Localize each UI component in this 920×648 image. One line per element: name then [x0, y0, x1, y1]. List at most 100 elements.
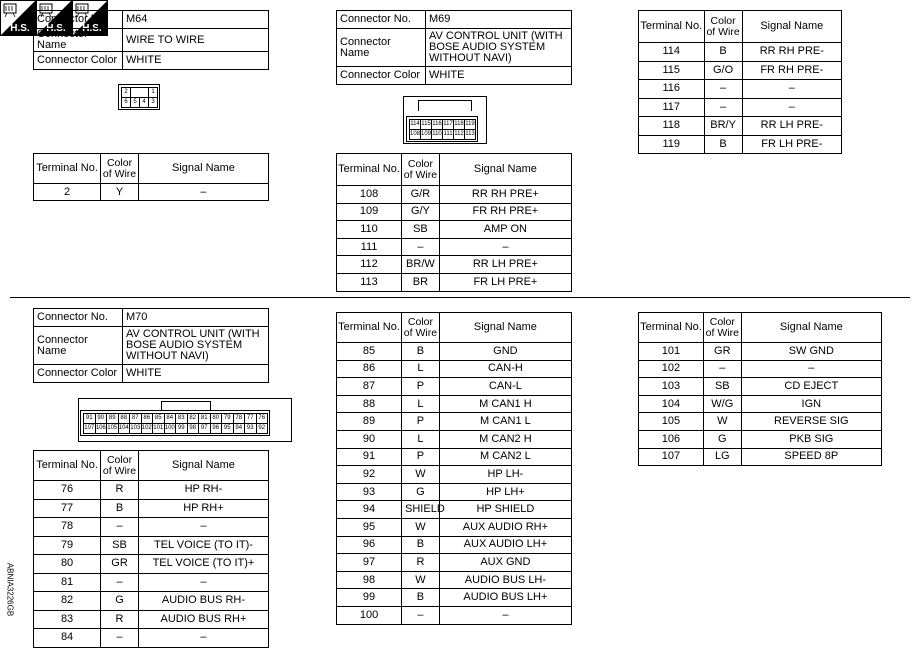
pin: 113: [464, 129, 476, 140]
signal-name: RR RH PRE-: [741, 42, 843, 62]
terminal-no: 85: [335, 342, 403, 361]
terminal-row: 97 R AUX GND: [335, 553, 573, 572]
info-label: Connector Color: [33, 51, 123, 70]
connector-housing: [78, 398, 292, 442]
terminal-no: 84: [32, 628, 102, 648]
terminal-row: 110 SB AMP ON: [335, 220, 573, 239]
wire-color: –: [702, 359, 742, 379]
signal-name: –: [740, 359, 883, 379]
signal-name: M CAN1 H: [438, 394, 573, 414]
terminal-no: 99: [335, 588, 403, 607]
pin: 92: [255, 423, 268, 434]
info-row: Connector Color WHITE: [33, 51, 269, 70]
wire-color: SB: [401, 220, 440, 239]
terminal-row: 118 BR/Y RR LH PRE-: [638, 116, 843, 136]
terminal-row: 115 G/O FR RH PRE-: [638, 60, 843, 80]
terminal-row: 85 B GND: [335, 342, 573, 361]
terminal-row: 86 L CAN-H: [335, 359, 573, 379]
info-row: Connector Color WHITE: [336, 66, 572, 85]
terminal-no: 2: [32, 183, 102, 201]
wire-color: G: [100, 591, 139, 611]
signal-name: –: [438, 605, 573, 625]
wire-color: –: [401, 605, 440, 625]
terminal-no: 104: [638, 394, 704, 414]
terminal-no: 90: [335, 429, 403, 449]
terminal-row: 80 GR TEL VOICE (TO IT)+: [32, 554, 270, 574]
wire-color: B: [703, 42, 743, 62]
terminal-no: 103: [638, 377, 704, 396]
column-header: Terminal No.: [638, 312, 704, 343]
wire-color: G/O: [703, 60, 743, 80]
terminal-row: 81– –: [32, 572, 270, 592]
column-header: Signal Name: [137, 153, 270, 184]
terminal-no: 112: [335, 255, 403, 274]
wire-color: W: [401, 570, 440, 590]
icon-plug-lines: [76, 6, 88, 18]
terminal-row: 113 BR FR LH PRE+: [335, 272, 573, 292]
signal-name: TEL VOICE (TO IT)+: [137, 554, 270, 574]
header-row: Terminal No. Color of Wire Signal Name: [32, 450, 270, 481]
column-header: Terminal No.: [32, 450, 102, 481]
connector-lock: [161, 401, 211, 411]
column-header: Signal Name: [137, 450, 270, 481]
wire-color: BR/W: [401, 255, 440, 274]
terminal-no: 106: [638, 429, 704, 449]
figure-id: ABNIA3226GB: [5, 562, 15, 617]
connector-face: 114 115 116 117 118 119 108 109 110 111 112 113: [406, 116, 478, 142]
terminal-row: 102– –: [638, 359, 883, 379]
info-value: WIRE TO WIRE: [122, 28, 269, 52]
signal-name: GND: [438, 342, 573, 361]
wire-color: L: [401, 394, 440, 414]
signal-name: HP LH+: [438, 482, 573, 502]
terminal-no: 118: [638, 116, 705, 136]
hs-label: H.S.: [10, 23, 30, 34]
wire-color: G/Y: [401, 202, 440, 222]
icon-plug-lines: [4, 6, 16, 18]
terminal-row: 119 B FR LH PRE-: [638, 134, 843, 154]
info-label: Connector Name: [33, 28, 123, 52]
terminal-row: 2 Y –: [32, 183, 270, 201]
signal-name: RR LH PRE+: [438, 255, 573, 274]
wire-color: P: [401, 412, 440, 431]
signal-name: M CAN2 H: [438, 429, 573, 449]
terminal-table: Terminal No. Color of Wire Signal Name 76 R H…: [32, 450, 270, 648]
wire-color: SB: [100, 535, 139, 555]
terminal-no: 116: [638, 79, 705, 99]
column-header: Terminal No.: [32, 153, 102, 184]
info-label: Connector No.: [33, 308, 123, 327]
wire-color: –: [401, 237, 440, 257]
info-row: Connector Name AV CONTROL UNIT (WITH BOSE…: [336, 28, 572, 67]
terminal-no: 115: [638, 60, 705, 80]
terminal-row: 117– –: [638, 97, 843, 117]
info-label: Connector No.: [33, 10, 123, 29]
signal-name: AUDIO BUS RH-: [137, 591, 270, 611]
terminal-table: Terminal No. Color of Wire Signal Name 101 G…: [638, 312, 883, 467]
terminal-no: 96: [335, 535, 403, 555]
terminal-row: 83 R AUDIO BUS RH+: [32, 609, 270, 629]
pin-row: 107 106 105 104 103 102 101 100 99 98 97 96 95 94 93 92: [83, 423, 268, 434]
signal-name: FR LH PRE+: [438, 272, 573, 292]
info-label: Connector No.: [336, 10, 426, 29]
wire-color: P: [401, 447, 440, 467]
wire-color: B: [401, 535, 440, 555]
signal-name: HP RH-: [137, 480, 270, 500]
terminal-no: 109: [335, 202, 403, 222]
terminal-no: 94: [335, 500, 403, 519]
wire-color: GR: [702, 342, 742, 361]
pin: 3: [148, 97, 158, 108]
connector-info: Connector No. M69 Connector Name AV CONTROL…: [336, 10, 572, 85]
signal-name: AUX AUDIO RH+: [438, 517, 573, 537]
terminal-row: 103 SB CD EJECT: [638, 377, 883, 396]
terminal-no: 86: [335, 359, 403, 379]
header-row: Terminal No. Color of Wire Signal Name: [638, 10, 843, 43]
info-value: AV CONTROL UNIT (WITH BOSE AUDIO SYSTEM …: [122, 326, 269, 365]
header-row: Terminal No. Color of Wire Signal Name: [335, 312, 573, 343]
signal-name: –: [741, 79, 843, 99]
terminal-no: 87: [335, 377, 403, 396]
wire-color: –: [703, 97, 743, 117]
pin-row: 108 109 110 111 112 113: [409, 129, 476, 140]
terminal-row: 76 R HP RH-: [32, 480, 270, 500]
terminal-no: 110: [335, 220, 403, 239]
info-value: AV CONTROL UNIT (WITH BOSE AUDIO SYSTEM …: [425, 28, 572, 67]
